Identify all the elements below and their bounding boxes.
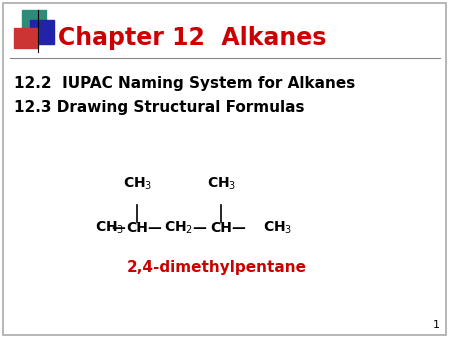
Bar: [30, 20, 54, 44]
Text: —: —: [147, 221, 161, 235]
Text: —: —: [192, 221, 206, 235]
Text: CH$_2$: CH$_2$: [164, 220, 194, 236]
FancyBboxPatch shape: [3, 3, 446, 335]
Bar: [14, 28, 38, 48]
Bar: [22, 10, 46, 34]
Text: 2,4-dimethylpentane: 2,4-dimethylpentane: [127, 260, 307, 275]
Text: 12.3 Drawing Structural Formulas: 12.3 Drawing Structural Formulas: [14, 100, 305, 115]
Text: —: —: [111, 221, 125, 235]
Text: 1: 1: [433, 320, 440, 330]
Text: CH$_3$: CH$_3$: [123, 176, 153, 192]
Text: CH$_3$: CH$_3$: [263, 220, 293, 236]
Text: CH: CH: [126, 221, 148, 235]
Text: —: —: [231, 221, 245, 235]
Text: CH: CH: [210, 221, 232, 235]
Text: CH$_3$: CH$_3$: [95, 220, 124, 236]
Text: CH$_3$: CH$_3$: [207, 176, 237, 192]
Text: Chapter 12  Alkanes: Chapter 12 Alkanes: [58, 26, 326, 50]
Text: 12.2  IUPAC Naming System for Alkanes: 12.2 IUPAC Naming System for Alkanes: [14, 76, 355, 91]
